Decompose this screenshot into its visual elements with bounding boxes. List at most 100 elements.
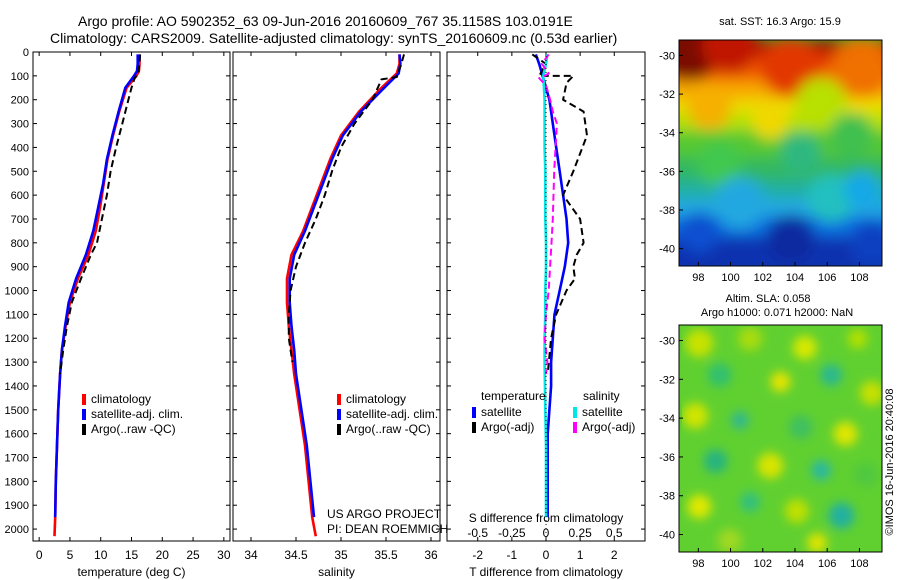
figure-title-line1: Argo profile: AO 5902352_63 09-Jun-2016 … bbox=[78, 13, 573, 29]
sla-blob bbox=[717, 528, 742, 552]
y-tick-label: 600 bbox=[11, 190, 29, 202]
x-tick-label: 36 bbox=[424, 548, 438, 562]
sla-blob bbox=[820, 363, 843, 386]
x-axis-label: temperature (deg C) bbox=[77, 565, 185, 579]
legend-label: satellite bbox=[582, 405, 623, 419]
sst-blob bbox=[701, 40, 758, 73]
map-x-tick-label: 100 bbox=[721, 558, 739, 570]
map-y-tick-label: -32 bbox=[659, 89, 675, 101]
legend-header: salinity bbox=[583, 389, 620, 403]
map-y-tick-label: -34 bbox=[659, 413, 675, 425]
sla-blob bbox=[859, 381, 882, 406]
legend-swatch bbox=[472, 407, 476, 418]
sla-blob bbox=[730, 411, 749, 430]
x2-tick-label: -0.25 bbox=[498, 526, 526, 540]
map-x-tick-label: 102 bbox=[754, 558, 772, 570]
sla-blob bbox=[811, 460, 832, 481]
x-tick-label: 35 bbox=[334, 548, 348, 562]
legend-swatch bbox=[573, 407, 577, 418]
y-tick-label: 800 bbox=[11, 238, 29, 250]
map-y-tick-label: -40 bbox=[659, 244, 675, 256]
sst-blob bbox=[849, 221, 882, 266]
annotation-line: PI: DEAN ROEMMICH bbox=[327, 522, 448, 536]
series-line-0 bbox=[285, 54, 401, 537]
x-axis-label: T difference from climatology bbox=[469, 565, 623, 579]
map-0: -30 -32 -34 -36 -38 -40 98 100 102 104 106 108 sat. … bbox=[659, 16, 883, 284]
legend-label: Argo(-adj) bbox=[582, 420, 635, 434]
map-title: Altim. SLA: 0.058 bbox=[726, 293, 811, 305]
sla-blob bbox=[757, 452, 784, 479]
map-y-tick-label: -34 bbox=[659, 128, 675, 140]
sla-blob bbox=[853, 462, 878, 487]
map-field bbox=[682, 326, 882, 552]
map-title: sat. SST: 16.3 Argo: 15.9 bbox=[719, 16, 841, 28]
x2-axis-label: S difference from climatology bbox=[469, 511, 624, 525]
panel-1: 34 34.5 35 35.5 36 salinity climatologysatelli… bbox=[232, 51, 448, 579]
sla-blob bbox=[687, 494, 712, 519]
x-tick-label: 30 bbox=[217, 548, 231, 562]
map-y-tick-label: -32 bbox=[659, 374, 675, 386]
map-y-tick-label: -30 bbox=[659, 336, 675, 348]
map-frame bbox=[678, 39, 883, 267]
sla-blob bbox=[788, 415, 813, 440]
legend-swatch bbox=[573, 422, 577, 433]
series-line-2 bbox=[541, 54, 549, 518]
legend-swatch bbox=[337, 409, 341, 420]
series-line-2 bbox=[287, 54, 405, 363]
y-tick-label: 1800 bbox=[5, 476, 29, 488]
map-y-tick-label: -38 bbox=[659, 205, 675, 217]
x-tick-label: 34.5 bbox=[284, 548, 308, 562]
sst-blob bbox=[766, 214, 815, 263]
sla-blob bbox=[807, 532, 828, 552]
x2-tick-label: -0.5 bbox=[467, 526, 488, 540]
x2-tick-label: 0.5 bbox=[606, 526, 623, 540]
sst-blob bbox=[795, 77, 848, 130]
panel-0: 0100200300400500600700800900100011001200… bbox=[5, 47, 231, 579]
map-image bbox=[679, 40, 882, 266]
series-line-1 bbox=[288, 54, 402, 518]
sla-blob bbox=[738, 326, 763, 351]
y-tick-label: 1300 bbox=[5, 357, 29, 369]
map-1: -30 -32 -34 -36 -38 -40 98 100 102 104 106 108 Altim… bbox=[659, 293, 883, 570]
legend-label: climatology bbox=[346, 392, 406, 406]
y-tick-label: 2000 bbox=[5, 524, 29, 536]
y-tick-label: 1400 bbox=[5, 381, 29, 393]
map-x-tick-label: 106 bbox=[818, 272, 836, 284]
sla-blob bbox=[685, 329, 714, 358]
legend-swatch bbox=[337, 424, 341, 435]
series-line-1 bbox=[531, 53, 588, 375]
y-tick-label: 400 bbox=[11, 142, 29, 154]
sst-blob bbox=[831, 40, 882, 98]
series-line-1 bbox=[53, 54, 139, 518]
y-tick-label: 1500 bbox=[5, 405, 29, 417]
sla-blob bbox=[792, 335, 817, 360]
x2-tick-label: 0.25 bbox=[568, 526, 592, 540]
sst-blob bbox=[780, 133, 821, 173]
map-y-tick-label: -30 bbox=[659, 50, 675, 62]
x-tick-label: -2 bbox=[472, 548, 483, 562]
x-tick-label: 25 bbox=[186, 548, 200, 562]
sla-blob bbox=[770, 371, 791, 392]
x-tick-label: 0 bbox=[543, 548, 550, 562]
legend-swatch bbox=[82, 409, 86, 420]
y-tick-label: 0 bbox=[23, 47, 29, 59]
y-tick-label: 900 bbox=[11, 262, 29, 274]
series-line-2 bbox=[59, 54, 142, 375]
legend-label: satellite-adj. clim. bbox=[91, 407, 183, 421]
series-group bbox=[53, 54, 142, 537]
map-y-tick-label: -36 bbox=[659, 452, 675, 464]
map-x-tick-label: 102 bbox=[754, 272, 772, 284]
x-tick-label: 34 bbox=[244, 548, 258, 562]
sst-blob bbox=[843, 171, 880, 208]
credit-text: ©IMOS 16-Jun-2016 20:40:08 bbox=[884, 389, 896, 536]
x-tick-label: 35.5 bbox=[374, 548, 398, 562]
x-tick-label: 15 bbox=[125, 548, 139, 562]
sla-blob bbox=[740, 492, 761, 513]
map-subtitle: Argo h1000: 0.071 h2000: NaN bbox=[701, 307, 853, 319]
x-tick-label: 20 bbox=[156, 548, 170, 562]
legend-label: climatology bbox=[91, 392, 151, 406]
series-line-0 bbox=[534, 53, 570, 518]
y-tick-label: 1000 bbox=[5, 286, 29, 298]
x-tick-label: 10 bbox=[94, 548, 108, 562]
